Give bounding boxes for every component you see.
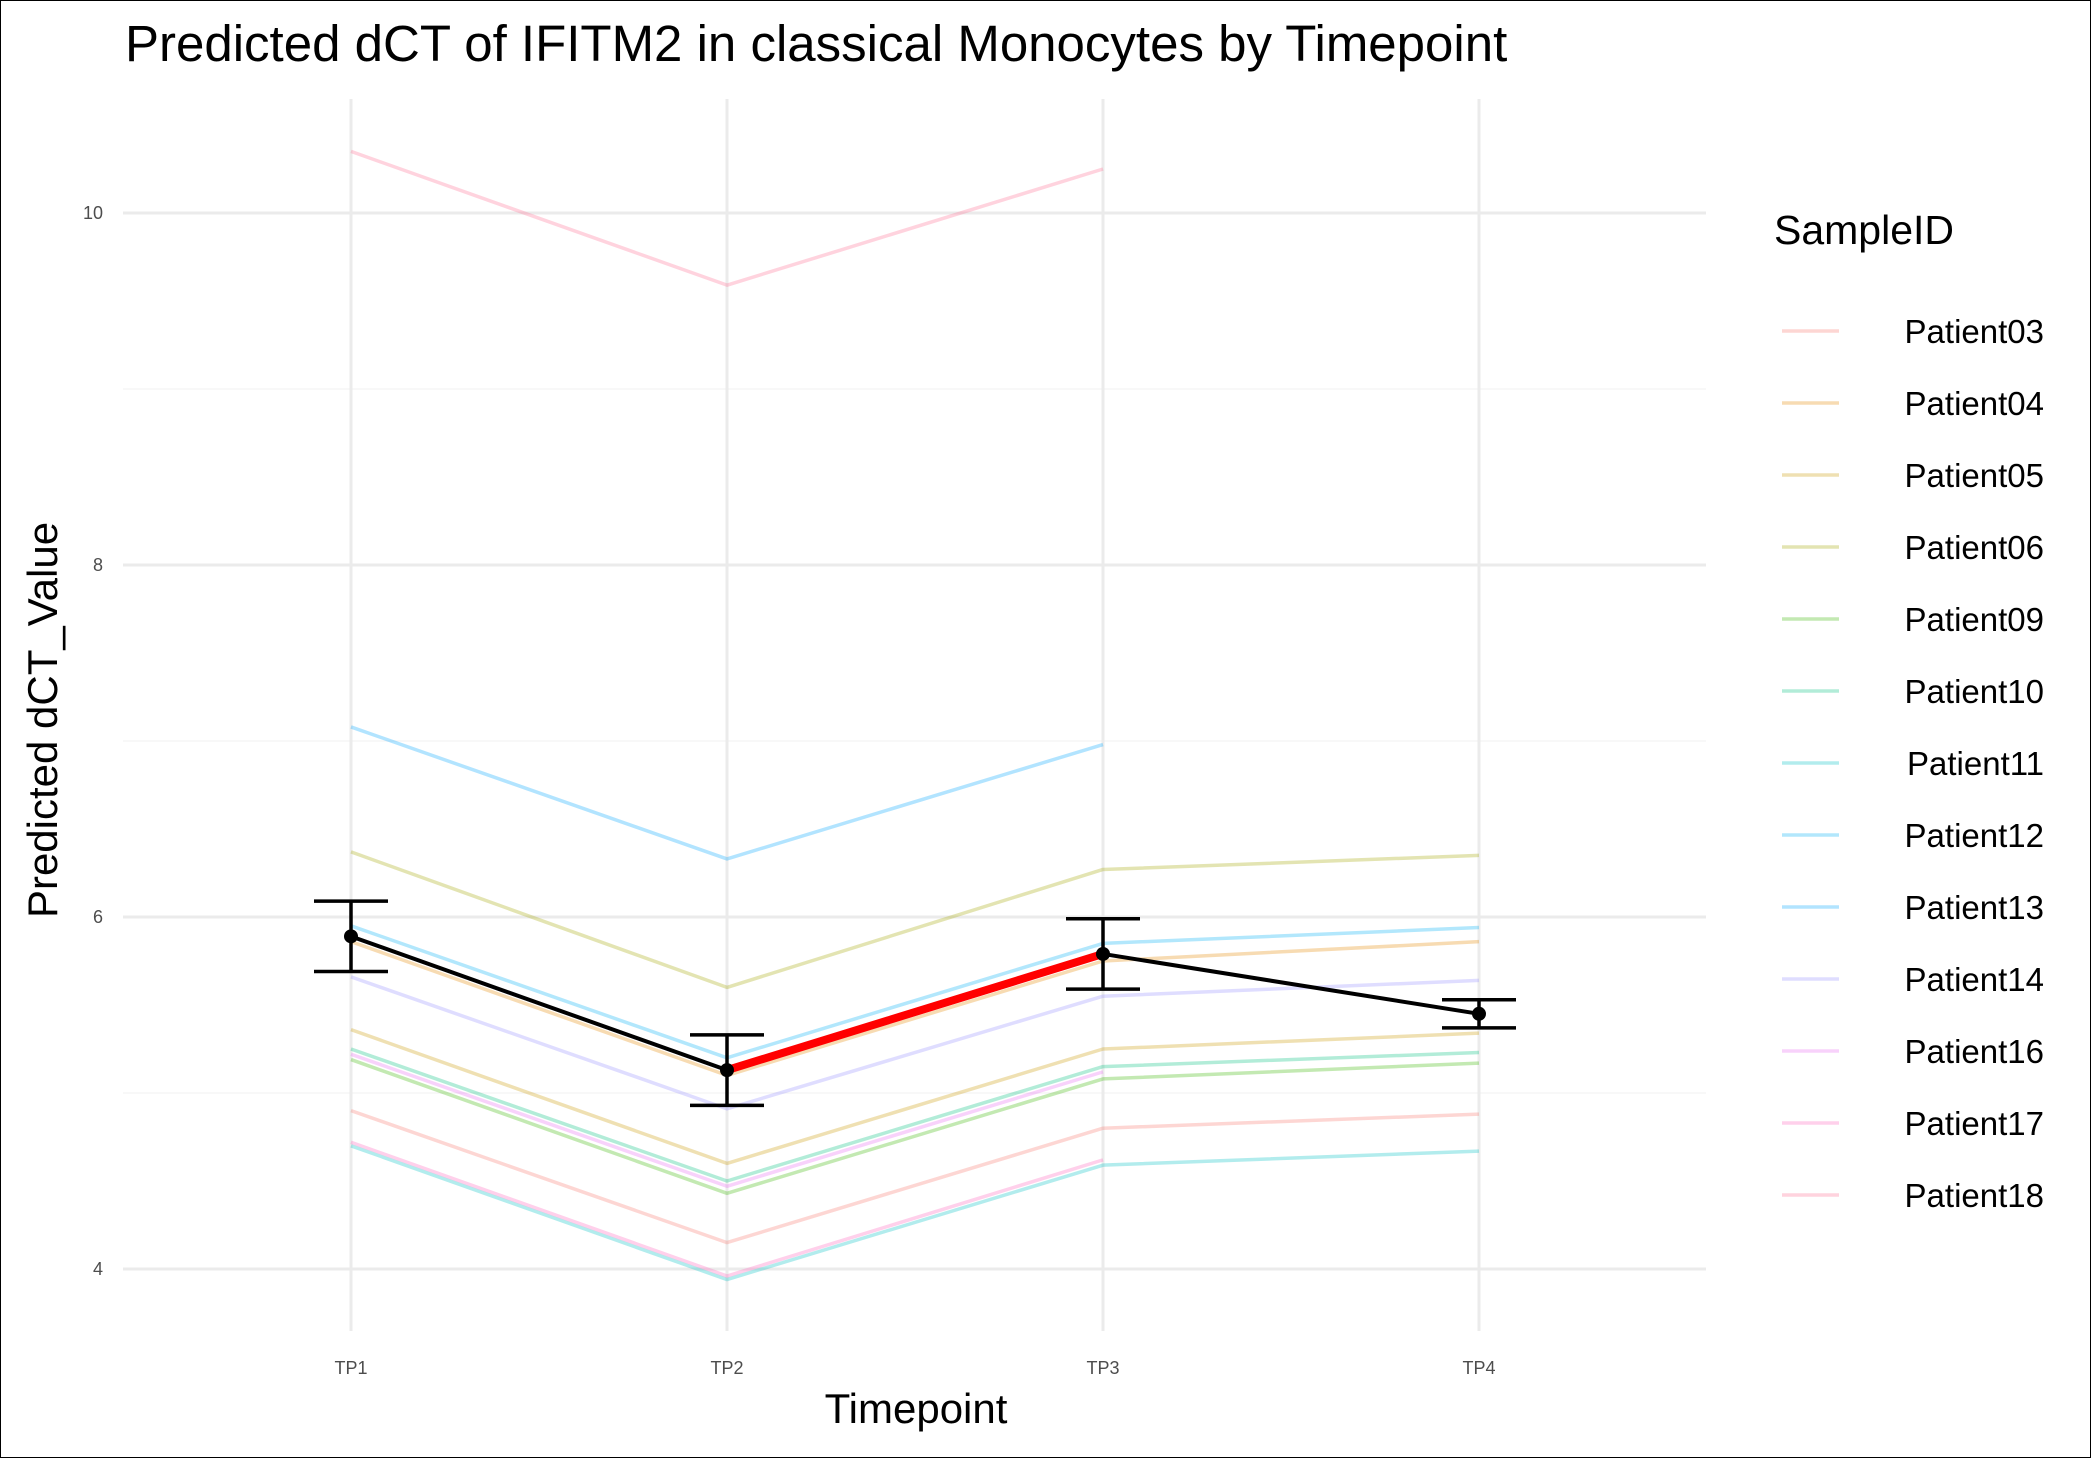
mean-line-segment (1101, 951, 1481, 1016)
mean-point (1096, 946, 1110, 961)
mean-point (1472, 1006, 1486, 1021)
series-line-patient13 (350, 725, 1104, 861)
legend-label: Patient05 (1905, 457, 2044, 494)
mean-line-highlight-segment (723, 949, 1107, 1075)
x-tick-label: TP4 (1462, 1358, 1495, 1378)
chart-title: Predicted dCT of IFITM2 in classical Mon… (125, 15, 1507, 72)
series-line-patient06 (350, 850, 1480, 990)
y-axis-title: Predicted dCT_Value (19, 522, 66, 918)
legend-label: Patient09 (1905, 601, 2044, 638)
legend-label: Patient16 (1905, 1033, 2044, 1070)
legend-label: Patient11 (1907, 745, 2044, 782)
series-line-patient17 (350, 1140, 1104, 1278)
mean-summary (314, 899, 1516, 1108)
y-tick-label: 6 (93, 907, 103, 927)
grid-lines (123, 99, 1706, 1331)
series-line-patient11 (350, 1144, 1480, 1282)
mean-point (344, 929, 358, 944)
legend: SampleID Patient03 Patient04 Patient05 Pati… (1774, 207, 2044, 1214)
legend-title: SampleID (1774, 207, 1954, 253)
y-tick-label: 8 (93, 555, 103, 575)
series-line-patient16 (350, 1052, 1104, 1189)
series-line-patient14 (350, 975, 1480, 1111)
patient-series-lines (350, 149, 1480, 1282)
axis-ticks: 4 6 8 10 TP1 TP2 TP3 TP4 (83, 203, 1496, 1378)
mean-point (720, 1063, 734, 1078)
mean-line-segment (349, 934, 729, 1073)
series-line-patient04 (350, 939, 1480, 1078)
y-tick-label: 4 (93, 1259, 103, 1279)
series-line-patient03 (350, 1108, 1480, 1245)
legend-label: Patient10 (1905, 673, 2044, 710)
series-line-patient18 (350, 149, 1104, 287)
x-tick-label: TP2 (710, 1358, 743, 1378)
series-line-patient12 (350, 924, 1480, 1060)
legend-label: Patient17 (1905, 1105, 2044, 1142)
legend-label: Patient04 (1905, 385, 2044, 422)
series-line-patient09 (350, 1057, 1480, 1196)
x-tick-label: TP1 (334, 1358, 367, 1378)
series-line-patient10 (350, 1047, 1480, 1183)
legend-label: Patient13 (1905, 889, 2044, 926)
x-axis-title: Timepoint (825, 1385, 1008, 1432)
x-tick-label: TP3 (1086, 1358, 1119, 1378)
y-tick-label: 10 (83, 203, 103, 223)
series-line-patient05 (350, 1027, 1480, 1166)
legend-label: Patient06 (1905, 529, 2044, 566)
legend-label: Patient14 (1905, 961, 2044, 998)
legend-label: Patient18 (1905, 1177, 2044, 1214)
legend-label: Patient03 (1905, 313, 2044, 350)
legend-label: Patient12 (1905, 817, 2044, 854)
